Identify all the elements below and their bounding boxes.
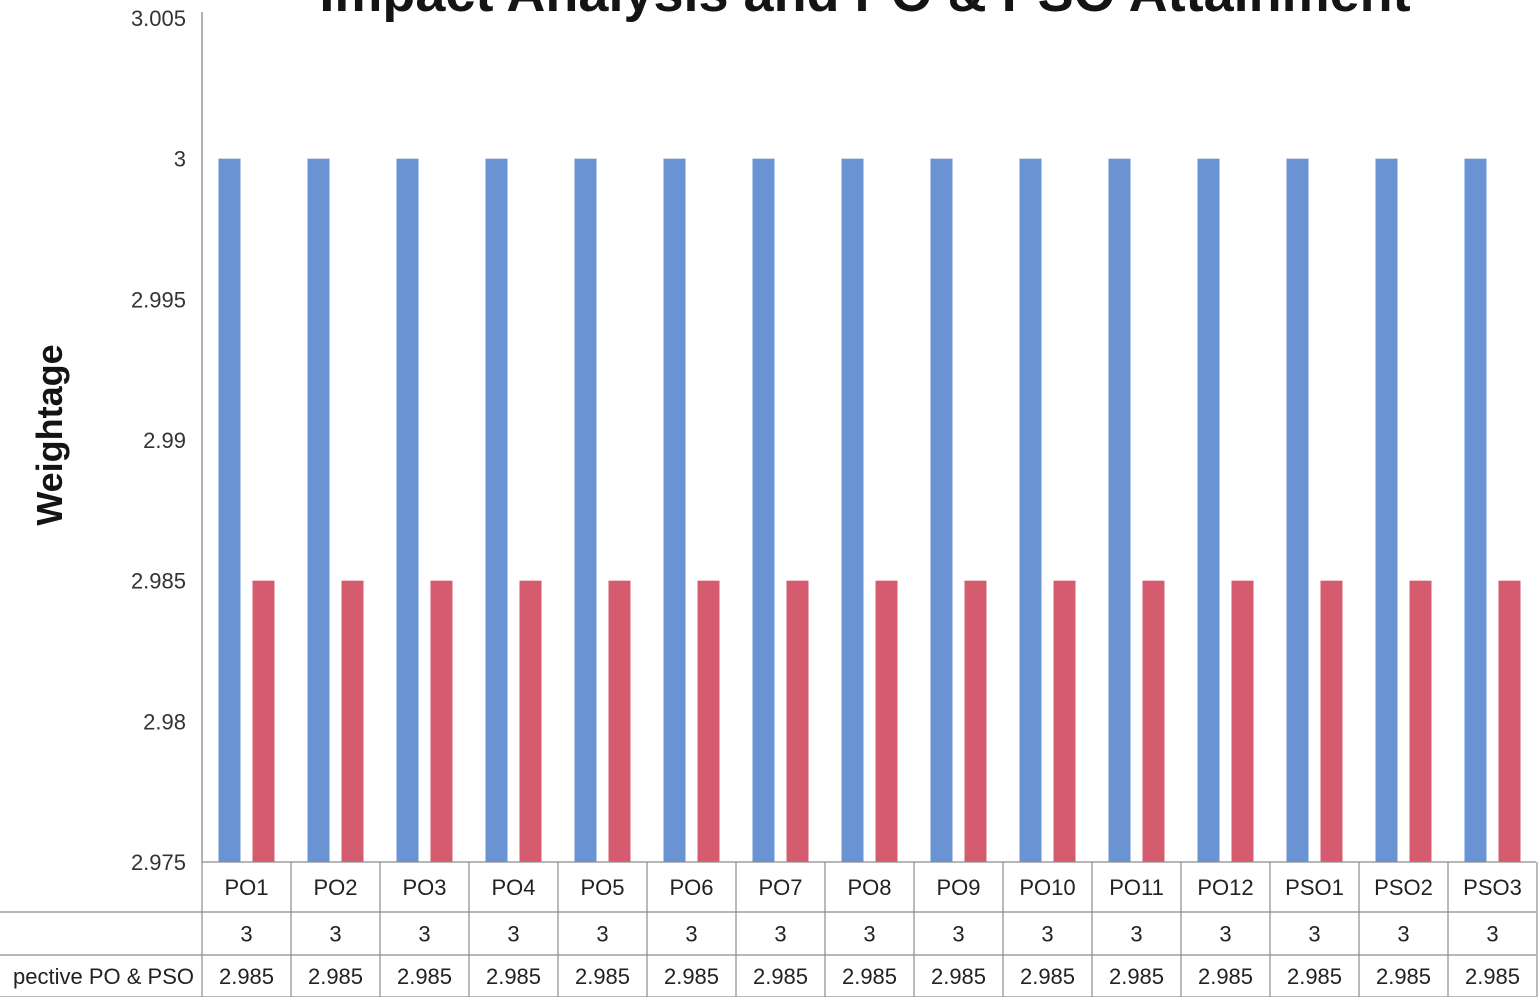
bar-series2-po3 bbox=[430, 580, 453, 862]
table-value-series2: 2.985 bbox=[1020, 964, 1075, 989]
table-value-series1: 3 bbox=[240, 922, 252, 947]
table-value-series1: 3 bbox=[507, 922, 519, 947]
x-category-label: PO5 bbox=[580, 875, 624, 900]
bar-series2-pso3 bbox=[1498, 580, 1521, 862]
table-value-series2: 2.985 bbox=[664, 964, 719, 989]
table-value-series1: 3 bbox=[1308, 922, 1320, 947]
bar-series1-po11 bbox=[1108, 158, 1131, 862]
bar-series2-po6 bbox=[697, 580, 720, 862]
table-value-series2: 2.985 bbox=[753, 964, 808, 989]
bar-series1-po4 bbox=[485, 158, 508, 862]
bar-series1-po5 bbox=[574, 158, 597, 862]
table-value-series1: 3 bbox=[1219, 922, 1231, 947]
table-value-series1: 3 bbox=[418, 922, 430, 947]
y-tick-label: 2.985 bbox=[131, 569, 186, 594]
bar-series1-po9 bbox=[930, 158, 953, 862]
x-category-label: PO12 bbox=[1197, 875, 1253, 900]
table-value-series1: 3 bbox=[329, 922, 341, 947]
bar-series2-pso2 bbox=[1409, 580, 1432, 862]
bar-series1-po7 bbox=[752, 158, 775, 862]
bar-series2-po5 bbox=[608, 580, 631, 862]
bar-series2-po12 bbox=[1231, 580, 1254, 862]
bar-series2-po7 bbox=[786, 580, 809, 862]
table-value-series2: 2.985 bbox=[1376, 964, 1431, 989]
x-category-label: PO6 bbox=[669, 875, 713, 900]
table-value-series2: 2.985 bbox=[219, 964, 274, 989]
table-series-label: pective PO & PSO bbox=[13, 964, 194, 989]
y-tick-label: 2.975 bbox=[131, 850, 186, 875]
table-value-series1: 3 bbox=[1486, 922, 1498, 947]
bar-series1-po1 bbox=[218, 158, 241, 862]
table-value-series2: 2.985 bbox=[1198, 964, 1253, 989]
x-category-label: PO8 bbox=[847, 875, 891, 900]
bar-series2-po10 bbox=[1053, 580, 1076, 862]
y-tick-label: 2.98 bbox=[143, 709, 186, 734]
x-category-label: PO10 bbox=[1019, 875, 1075, 900]
bar-series1-po8 bbox=[841, 158, 864, 862]
bar-series2-po1 bbox=[252, 580, 275, 862]
x-category-label: PO9 bbox=[936, 875, 980, 900]
bar-series1-pso1 bbox=[1286, 158, 1309, 862]
x-category-label: PO7 bbox=[758, 875, 802, 900]
table-value-series2: 2.985 bbox=[486, 964, 541, 989]
table-value-series2: 2.985 bbox=[931, 964, 986, 989]
bar-series2-po9 bbox=[964, 580, 987, 862]
bar-series2-po8 bbox=[875, 580, 898, 862]
x-category-label: PO4 bbox=[491, 875, 535, 900]
y-tick-label: 2.995 bbox=[131, 287, 186, 312]
bar-series1-po3 bbox=[396, 158, 419, 862]
table-value-series2: 2.985 bbox=[1465, 964, 1520, 989]
table-value-series2: 2.985 bbox=[397, 964, 452, 989]
table-value-series2: 2.985 bbox=[1109, 964, 1164, 989]
bar-series1-po10 bbox=[1019, 158, 1042, 862]
bar-series1-pso3 bbox=[1464, 158, 1487, 862]
table-value-series2: 2.985 bbox=[1287, 964, 1342, 989]
table-value-series1: 3 bbox=[685, 922, 697, 947]
bar-series2-po11 bbox=[1142, 580, 1165, 862]
bar-series1-po2 bbox=[307, 158, 330, 862]
y-tick-label: 2.99 bbox=[143, 428, 186, 453]
table-value-series1: 3 bbox=[1397, 922, 1409, 947]
x-category-label: PO11 bbox=[1109, 875, 1164, 900]
table-value-series2: 2.985 bbox=[842, 964, 897, 989]
table-value-series1: 3 bbox=[863, 922, 875, 947]
table-value-series2: 2.985 bbox=[308, 964, 363, 989]
x-category-label: PSO2 bbox=[1374, 875, 1433, 900]
x-category-label: PO2 bbox=[313, 875, 357, 900]
chart-title: Impact Analysis and PO & PSO Attainment bbox=[200, 0, 1530, 24]
bar-series2-po4 bbox=[519, 580, 542, 862]
table-value-series1: 3 bbox=[596, 922, 608, 947]
table-value-series1: 3 bbox=[952, 922, 964, 947]
y-tick-label: 3 bbox=[174, 147, 186, 172]
table-value-series1: 3 bbox=[1041, 922, 1053, 947]
bar-series2-pso1 bbox=[1320, 580, 1343, 862]
x-category-label: PO1 bbox=[224, 875, 268, 900]
bar-series1-pso2 bbox=[1375, 158, 1398, 862]
bar-series2-po2 bbox=[341, 580, 364, 862]
table-value-series1: 3 bbox=[1130, 922, 1142, 947]
x-category-label: PO3 bbox=[402, 875, 446, 900]
x-category-label: PSO1 bbox=[1285, 875, 1344, 900]
table-value-series2: 2.985 bbox=[575, 964, 630, 989]
y-tick-label: 3.005 bbox=[131, 6, 186, 31]
x-category-label: PSO3 bbox=[1463, 875, 1522, 900]
bar-series1-po6 bbox=[663, 158, 686, 862]
bar-series1-po12 bbox=[1197, 158, 1220, 862]
table-value-series1: 3 bbox=[774, 922, 786, 947]
